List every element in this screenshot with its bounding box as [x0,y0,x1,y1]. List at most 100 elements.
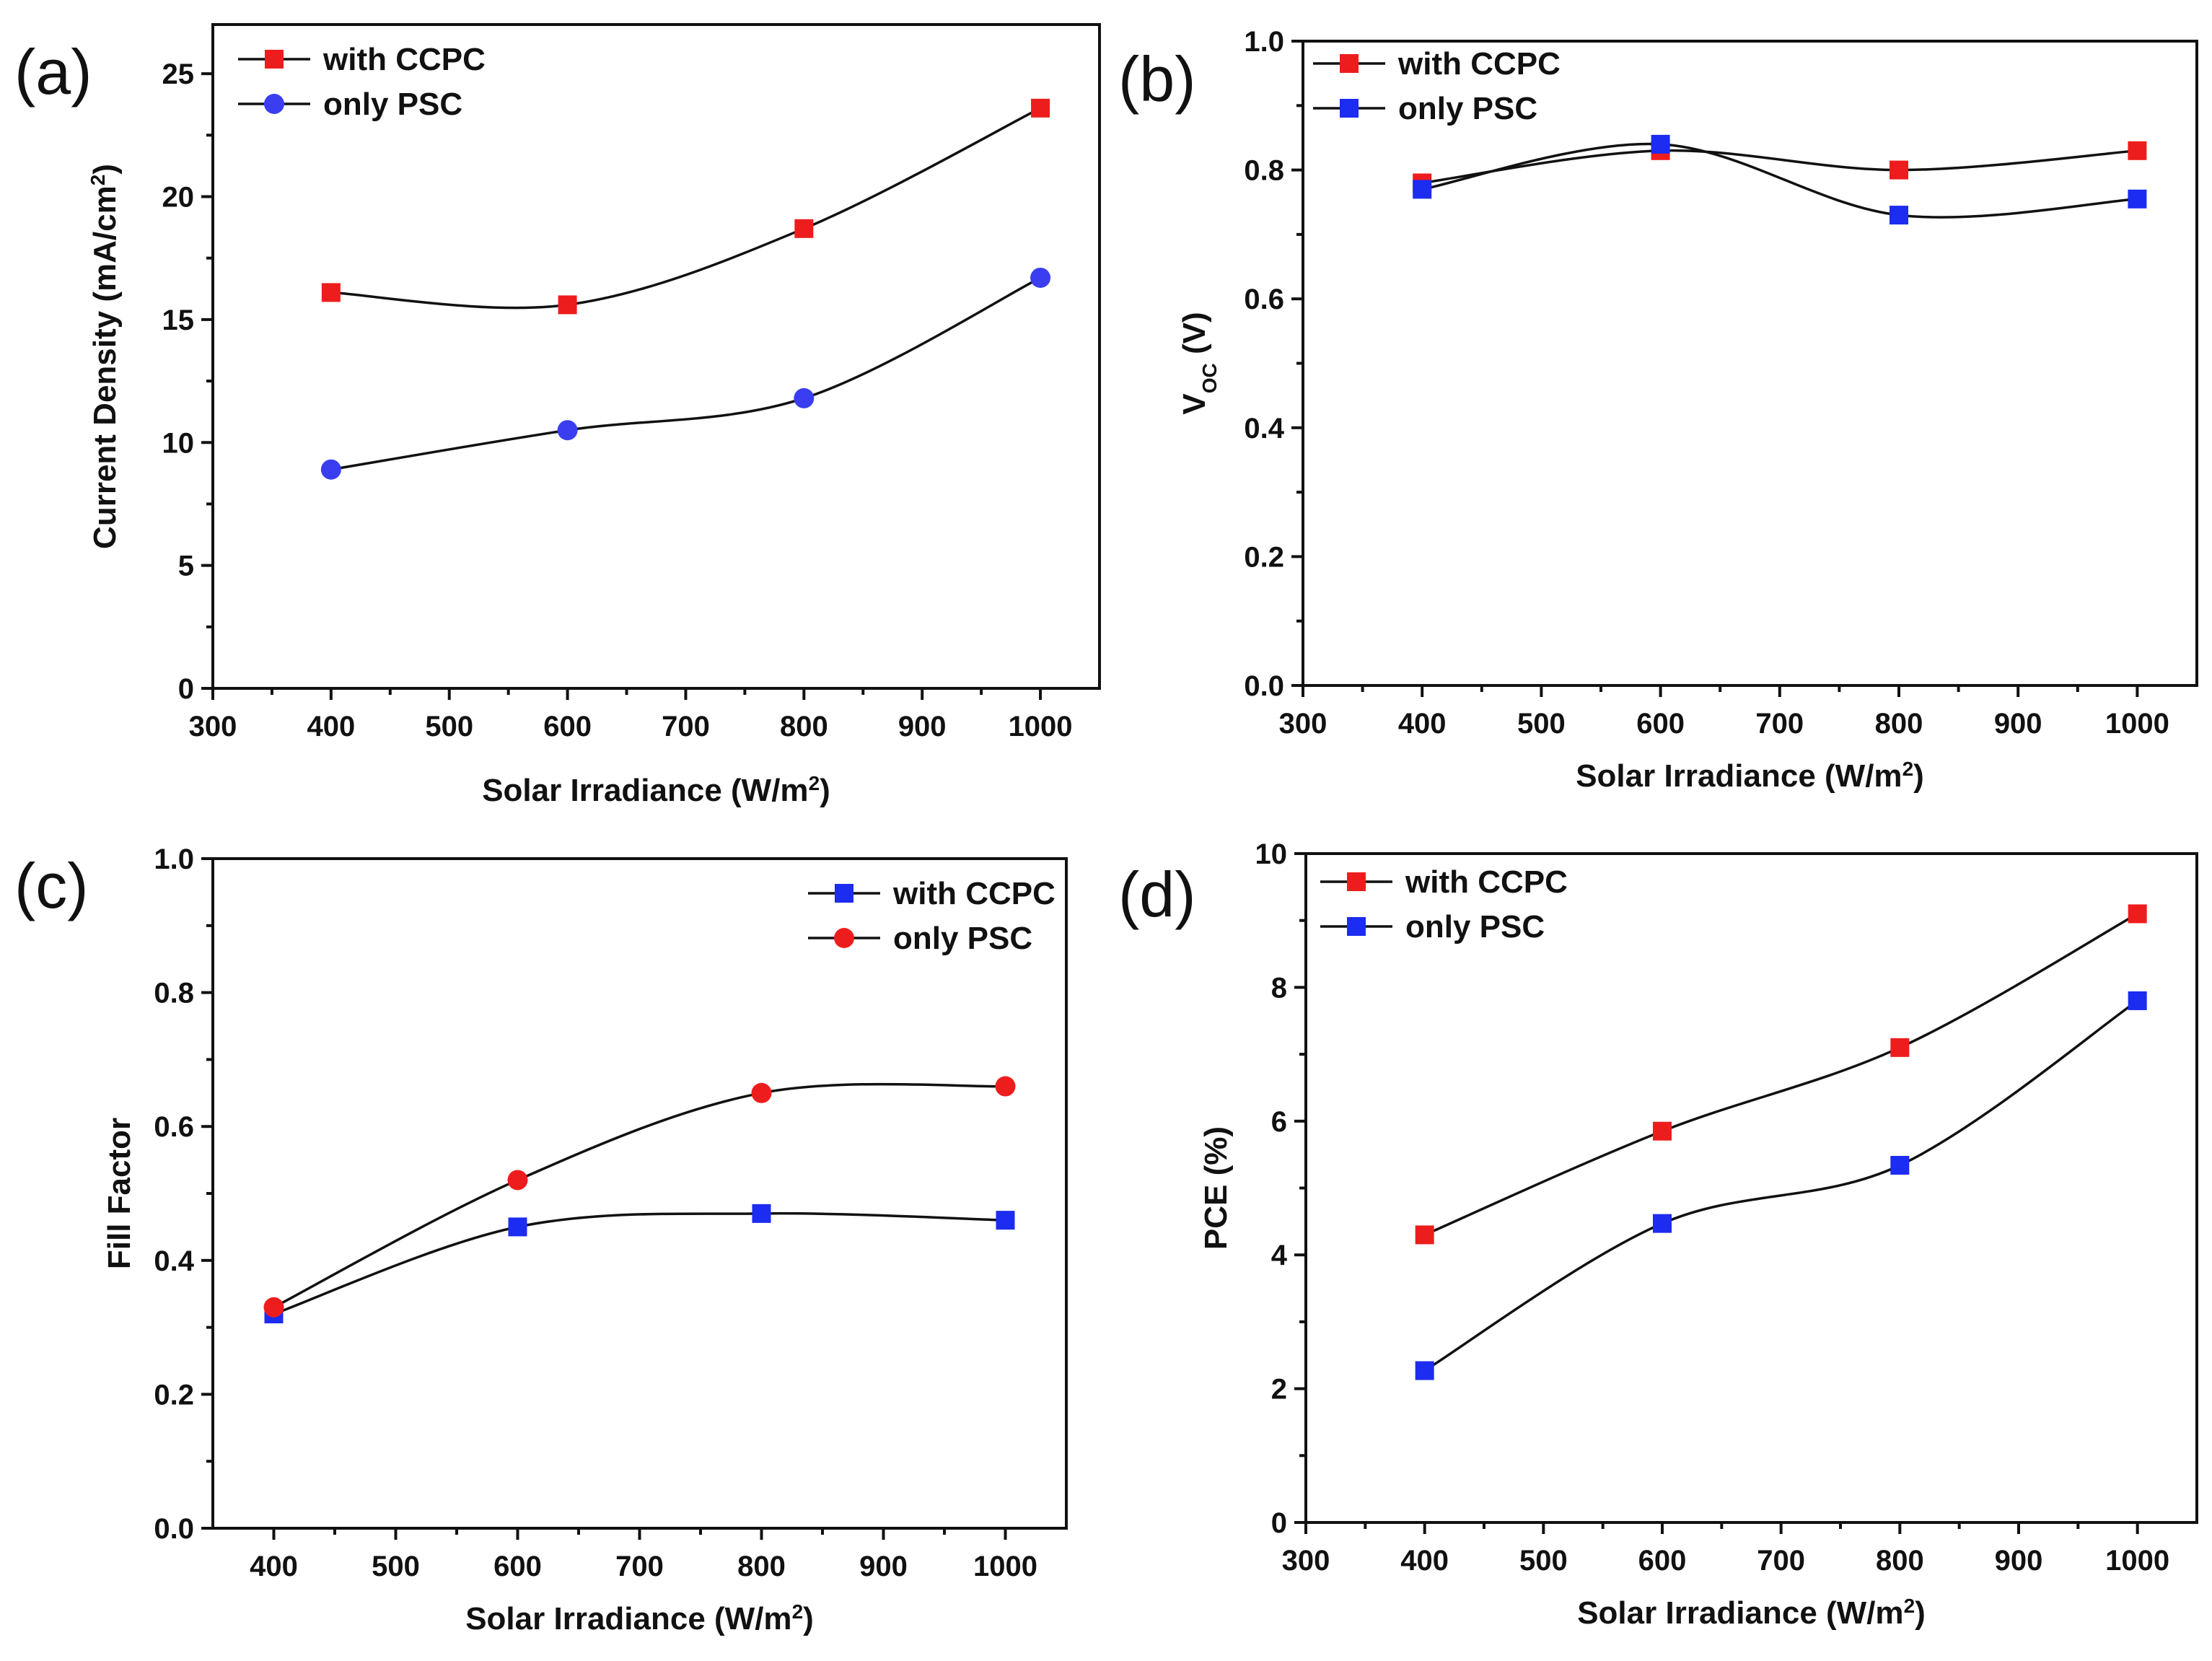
data-point [1415,1361,1434,1380]
data-point [1031,98,1050,118]
x-tick-label: 300 [1282,1545,1330,1577]
chart-panel-d: 300 400 500 600 700 800 900 1000 0 2 4 6 8 10 Solar Ir… [1118,838,2198,1631]
data-point [1415,1225,1434,1245]
y-tick-label: 0.2 [154,1379,194,1411]
y-tick-label: 0.2 [1244,541,1284,573]
y-tick-label: 0.8 [154,978,194,1009]
data-point [508,1217,527,1237]
y-tick-label: 0.0 [154,1513,194,1545]
legend-marker [1340,99,1359,118]
data-point [1890,160,1908,180]
data-point [507,1170,528,1191]
chart-panel-b: 300 400 500 600 700 800 900 1000 0.0 0.2 0.4 0.6 0.8… [1118,26,2198,794]
chart-panel-c: 400 500 600 700 800 900 1000 0.0 0.2 0.4 0.6 0.8 1.0… [14,843,1068,1637]
y-tick-label: 15 [162,304,195,336]
x-axis-label: Solar Irradiance (W/m2) [482,772,830,809]
legend-label: with CCPC [1397,46,1561,82]
x-tick-label: 900 [1995,1545,2043,1577]
data-point [2128,904,2147,924]
x-tick-label: 900 [1994,708,2042,740]
legend-marker [835,884,853,903]
legend-marker [834,928,854,948]
x-tick-label: 700 [615,1551,664,1582]
legend-marker [264,94,284,114]
data-point [752,1204,771,1223]
x-axis-label: Solar Irradiance (W/m2) [465,1600,814,1637]
y-tick-label: 0 [178,673,194,705]
data-point [1413,180,1432,199]
x-tick-label: 1000 [2105,1545,2169,1577]
data-point [1890,206,1908,225]
data-point [263,1297,284,1318]
x-tick-label: 800 [737,1551,786,1582]
x-tick-label: 300 [189,711,237,742]
series-curve [1421,149,2138,185]
legend-label: with CCPC [322,42,486,77]
x-tick-label: 400 [307,711,355,742]
x-tick-label: 500 [425,711,473,742]
legend-marker [1347,872,1366,891]
y-tick-label: 0.4 [154,1245,194,1277]
y-tick-label: 6 [1271,1106,1287,1138]
data-point [995,1076,1016,1097]
y-axis-label: Current Density (mA/cm2) [87,164,123,549]
y-tick-label: 1.0 [1244,26,1284,58]
plot-frame [211,23,1101,690]
panel-label: (c) [14,850,89,921]
data-point [1890,1038,1910,1057]
y-tick-label: 20 [162,182,195,214]
legend-marker [265,50,284,69]
panel-label: (a) [14,36,92,108]
y-axis-label: PCE (%) [1198,1126,1234,1250]
legend-marker [1340,54,1359,73]
x-tick-label: 400 [1400,1545,1449,1577]
series-curve [273,1211,1006,1315]
panel-label: (d) [1118,859,1196,930]
y-tick-label: 5 [178,551,194,582]
series-curve [1421,142,2138,219]
legend-label: only PSC [893,921,1032,956]
y-tick-label: 0.4 [1244,413,1284,444]
y-tick-label: 0.8 [1244,155,1284,187]
panel-label: (b) [1118,43,1196,115]
x-axis-label: Solar Irradiance (W/m2) [1576,758,1924,794]
y-axis-label: VOC (V) [1177,312,1221,414]
x-tick-label: 800 [780,711,828,742]
x-tick-label: 900 [898,711,947,742]
x-tick-label: 800 [1876,1545,1924,1577]
y-tick-label: 1.0 [154,843,194,875]
series-curve [1423,999,2138,1372]
legend-label: with CCPC [1405,864,1568,900]
series-curve [330,276,1041,471]
x-axis-label: Solar Irradiance (W/m2) [1577,1595,1926,1631]
y-tick-label: 4 [1271,1240,1288,1271]
chart-panel-a: 300 400 500 600 700 800 900 1000 0 5 10 15 20 25 Solar… [14,23,1101,809]
legend-label: only PSC [1398,91,1537,126]
x-tick-label: 1000 [2105,708,2169,740]
plot-frame [211,857,1068,1530]
data-point [794,387,815,408]
data-point [1030,267,1051,288]
series-curve [273,1082,1006,1309]
y-tick-label: 10 [1255,838,1288,870]
legend-label: only PSC [1405,909,1545,945]
x-tick-label: 1000 [973,1551,1037,1582]
legend-label: only PSC [323,87,462,122]
data-point [1651,134,1670,154]
data-point [557,420,578,441]
x-tick-label: 800 [1875,708,1923,740]
data-point [751,1082,772,1103]
x-tick-label: 300 [1279,708,1327,740]
y-tick-label: 10 [162,427,195,459]
series-curve [1423,912,2138,1236]
x-tick-label: 600 [493,1551,542,1582]
data-point [558,295,577,315]
x-tick-label: 600 [543,711,592,742]
y-tick-label: 25 [162,58,195,90]
x-tick-label: 500 [1517,708,1566,740]
data-point [1653,1214,1672,1233]
x-tick-label: 500 [1519,1545,1568,1577]
data-point [1890,1155,1910,1175]
legend-marker [1347,917,1366,936]
